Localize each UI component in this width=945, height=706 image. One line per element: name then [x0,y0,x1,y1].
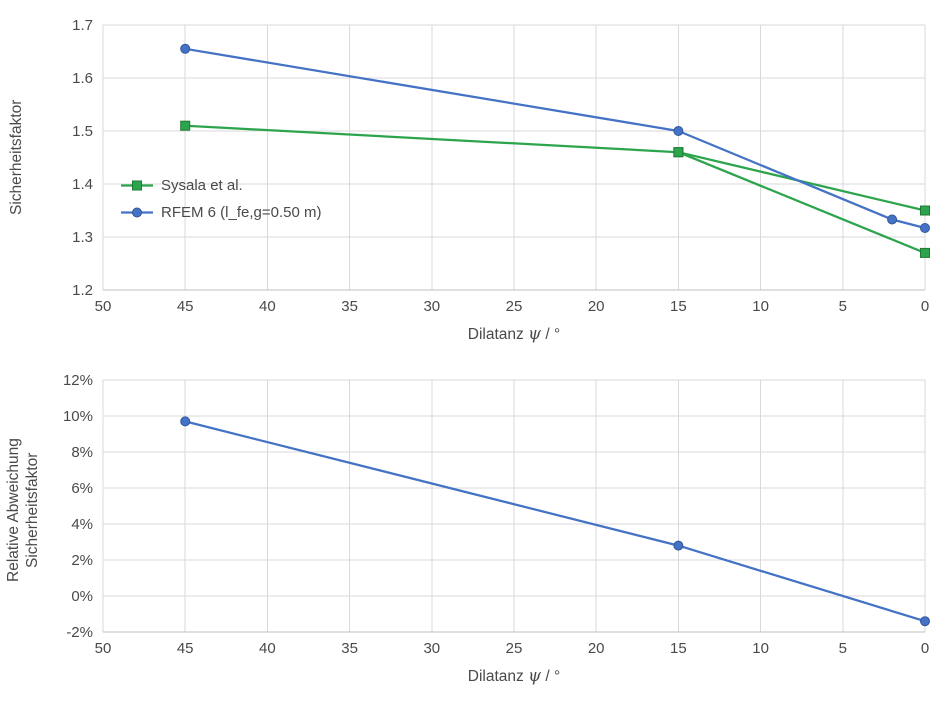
x-tick-label: 30 [423,640,440,657]
x-axis-title-prefix: Dilatanz [467,668,529,685]
y-tick-label: 8% [71,444,93,461]
y-tick-label: 1.2 [72,282,93,299]
x-tick-label: 40 [259,298,276,315]
y-axis-title-text: Sicherheitsfaktor [8,99,25,216]
x-tick-label: 0 [921,298,929,315]
series-line [677,151,927,255]
y-tick-label: 1.4 [72,176,93,193]
x-tick-label: 5 [839,298,847,315]
x-tick-label: 35 [341,298,358,315]
x-tick-label: 50 [95,298,112,315]
series-line [184,47,927,230]
y-tick-label: 6% [71,480,93,497]
x-axis-title-prefix: Dilatanz [467,326,529,343]
x-axis-title-top: Dilatanz ψ / ° [103,324,925,344]
y-axis-title-safety-factor: Sicherheitsfaktor [8,25,30,290]
series-line [184,420,927,623]
y-tick-label: 1.5 [72,123,93,140]
legend-label-rfem: RFEM 6 (l_fe,g=0.50 m) [161,204,322,221]
x-tick-label: 45 [177,298,194,315]
x-tick-label: 15 [670,298,687,315]
chart-legend: Sysala et al. RFEM 6 (l_fe,g=0.50 m) [120,172,321,226]
series-marker-square-icon [132,180,142,191]
x-tick-label: 25 [506,298,523,315]
series-marker-circle-icon [673,540,684,551]
x-tick-label: 10 [752,640,769,657]
series-marker-circle-icon [920,616,930,627]
y-tick-label: 12% [63,372,93,389]
x-tick-label: 40 [259,640,276,657]
x-tick-label: 25 [506,640,523,657]
y-axis-title-line1: Relative Abweichung [5,438,22,583]
series-marker-circle-icon [180,416,191,427]
legend-label-sysala: Sysala et al. [161,177,243,194]
relative-deviation-chart: 50 45 40 35 30 25 20 15 10 5 0-2%0%2%4%6%8%10%12% [63,372,930,657]
y-tick-label: 1.6 [72,70,93,87]
series-marker-circle-icon [887,214,898,225]
series-marker-circle-icon [673,126,684,136]
y-axis-title-line2: Sicherheitsfaktor [24,452,41,569]
y-tick-label: 4% [71,516,93,533]
series-marker-circle-icon [180,43,191,54]
x-tick-label: 30 [423,298,440,315]
legend-item-sysala: Sysala et al. [120,172,321,199]
y-tick-label: 0% [71,588,93,605]
series-marker-square-icon [920,247,930,258]
y-tick-label: 2% [71,552,93,569]
psi-symbol: ψ [528,324,542,343]
series-marker-circle-icon [132,207,142,218]
x-tick-label: 20 [588,640,605,657]
x-tick-label: 50 [95,640,112,657]
series-marker-square-icon [180,120,191,131]
x-tick-label: 20 [588,298,605,315]
y-tick-label: 1.3 [72,229,93,246]
x-axis-title-bottom: Dilatanz ψ / ° [103,666,925,686]
safety-factor-chart: 50 45 40 35 30 25 20 15 10 5 01.21.31.41.51.61.7 [72,17,930,315]
series-marker-circle-icon [920,223,930,233]
psi-symbol: ψ [528,666,542,685]
x-tick-label: 15 [670,640,687,657]
x-tick-label: 0 [921,640,929,657]
x-tick-label: 5 [839,640,847,657]
y-tick-label: -2% [66,624,93,641]
x-tick-label: 35 [341,640,358,657]
y-axis-title-relative-deviation: Relative Abweichung Sicherheitsfaktor [4,388,46,633]
y-tick-label: 10% [63,408,93,425]
y-tick-label: 1.7 [72,17,93,34]
series-marker-square-icon [673,147,684,158]
x-tick-label: 45 [177,640,194,657]
legend-marker-sysala-icon [121,180,153,191]
legend-item-rfem: RFEM 6 (l_fe,g=0.50 m) [120,199,321,226]
legend-marker-rfem-icon [121,207,153,218]
series-marker-square-icon [920,205,930,216]
x-tick-label: 10 [752,298,769,315]
x-axis-title-suffix: / ° [541,668,561,685]
x-axis-title-suffix: / ° [541,326,561,343]
